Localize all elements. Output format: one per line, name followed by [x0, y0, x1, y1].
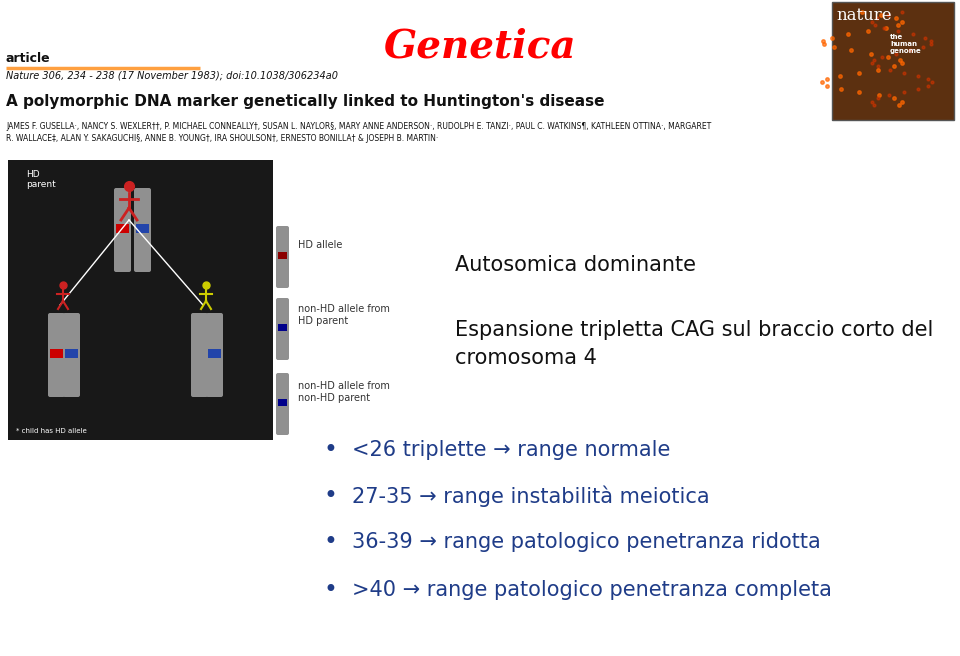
FancyBboxPatch shape — [48, 313, 65, 397]
Text: •: • — [324, 484, 337, 508]
Text: nature: nature — [836, 7, 892, 24]
Text: •: • — [324, 438, 337, 462]
FancyBboxPatch shape — [191, 313, 208, 397]
FancyBboxPatch shape — [206, 313, 223, 397]
Text: 36-39 → range patologico penetranza ridotta: 36-39 → range patologico penetranza rido… — [352, 532, 821, 552]
Bar — [832, 2, 954, 120]
Text: Genetica: Genetica — [384, 28, 576, 66]
Bar — [278, 324, 287, 331]
Bar — [136, 224, 149, 233]
Text: Nature 306, 234 - 238 (17 November 1983); doi:10.1038/306234a0: Nature 306, 234 - 238 (17 November 1983)… — [6, 70, 338, 80]
Text: >40 → range patologico penetranza completa: >40 → range patologico penetranza comple… — [352, 580, 832, 600]
FancyBboxPatch shape — [134, 188, 151, 272]
Bar — [278, 253, 287, 259]
FancyBboxPatch shape — [276, 373, 289, 435]
Bar — [278, 400, 287, 406]
Text: Espansione tripletta CAG sul braccio corto del
cromosoma 4: Espansione tripletta CAG sul braccio cor… — [455, 320, 933, 368]
Text: article: article — [6, 52, 51, 65]
Text: •: • — [324, 578, 337, 602]
Bar — [65, 348, 78, 358]
Text: 27-35 → range instabilità meiotica: 27-35 → range instabilità meiotica — [352, 485, 709, 506]
Text: R. WALLACE‡, ALAN Y. SAKAGUCHI§, ANNE B. YOUNG†, IRA SHOULSON†, ERNESTO BONILLA†: R. WALLACE‡, ALAN Y. SAKAGUCHI§, ANNE B.… — [6, 134, 439, 143]
Text: •: • — [324, 530, 337, 554]
FancyBboxPatch shape — [276, 298, 289, 360]
Bar — [208, 348, 221, 358]
Text: A polymorphic DNA marker genetically linked to Huntington's disease: A polymorphic DNA marker genetically lin… — [6, 94, 605, 109]
FancyBboxPatch shape — [63, 313, 80, 397]
Text: Autosomica dominante: Autosomica dominante — [455, 255, 696, 275]
Text: the
human
genome: the human genome — [890, 34, 922, 54]
Bar — [50, 348, 63, 358]
Text: <26 triplette → range normale: <26 triplette → range normale — [352, 440, 670, 460]
Bar — [116, 224, 129, 233]
Text: non-HD allele from
non-HD parent: non-HD allele from non-HD parent — [298, 380, 390, 403]
Text: JAMES F. GUSELLA·, NANCY S. WEXLER††, P. MICHAEL CONNEALLY†, SUSAN L. NAYLOR§, M: JAMES F. GUSELLA·, NANCY S. WEXLER††, P.… — [6, 122, 711, 131]
Text: HD allele: HD allele — [298, 240, 343, 250]
Text: non-HD allele from
HD parent: non-HD allele from HD parent — [298, 304, 390, 326]
FancyBboxPatch shape — [114, 188, 131, 272]
Bar — [8, 160, 273, 440]
Text: HD
parent: HD parent — [26, 170, 56, 190]
FancyBboxPatch shape — [276, 226, 289, 288]
Text: * child has HD allele: * child has HD allele — [16, 428, 86, 434]
